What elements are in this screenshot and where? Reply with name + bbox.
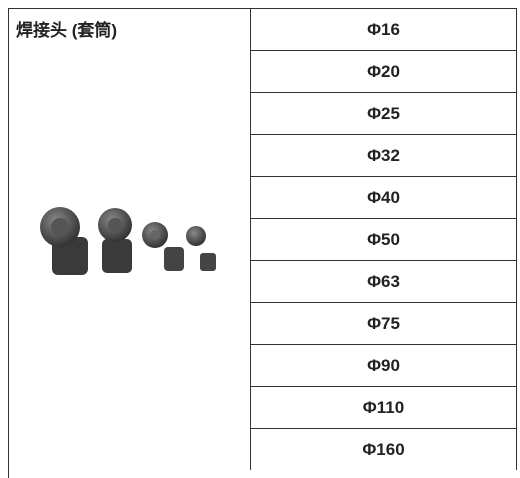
size-cell: Φ40: [251, 176, 516, 218]
size-cell: Φ160: [251, 428, 516, 470]
size-cell: Φ25: [251, 92, 516, 134]
product-image: [40, 207, 216, 275]
product-cell: [8, 8, 250, 478]
size-cell: Φ90: [251, 344, 516, 386]
size-cell: Φ20: [251, 50, 516, 92]
size-cell: Φ75: [251, 302, 516, 344]
size-cell: Φ50: [251, 218, 516, 260]
product-title: 焊接头 (套筒): [16, 21, 118, 40]
size-cell: Φ63: [251, 260, 516, 302]
size-column: Φ16 Φ20 Φ25 Φ32 Φ40 Φ50 Φ63 Φ75 Φ90 Φ110 Φ160: [250, 8, 517, 470]
size-cell: Φ16: [251, 8, 516, 50]
size-cell: Φ110: [251, 386, 516, 428]
size-cell: Φ32: [251, 134, 516, 176]
page: 焊接头 (套筒) Φ16 Φ20 Φ25 Φ32 Φ40 Φ50 Φ63 Φ75 Φ90 Φ110…: [8, 8, 517, 478]
